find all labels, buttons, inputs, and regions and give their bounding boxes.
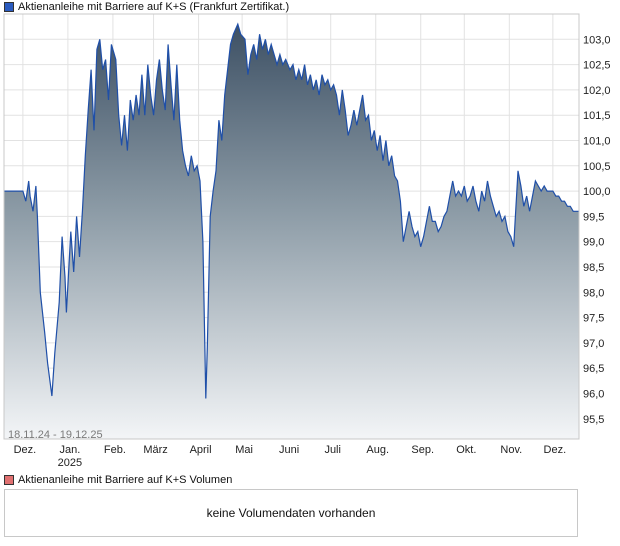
x-tick-year-label: 2025: [58, 457, 82, 469]
y-tick-label: 98,5: [583, 262, 604, 274]
x-tick-label: Nov.: [500, 444, 522, 456]
y-tick-label: 102,5: [583, 60, 611, 72]
x-tick-label: Sep.: [411, 444, 434, 456]
y-tick-label: 95,5: [583, 414, 604, 426]
y-tick-label: 103,0: [583, 34, 611, 46]
x-tick-label: Feb.: [104, 444, 126, 456]
x-tick-label: Dez.: [14, 444, 37, 456]
x-tick-label: Juli: [324, 444, 341, 456]
y-tick-label: 102,0: [583, 85, 611, 97]
x-tick-label: Okt.: [456, 444, 476, 456]
price-area: [4, 24, 579, 439]
y-tick-label: 97,5: [583, 313, 604, 325]
y-tick-label: 100,5: [583, 161, 611, 173]
x-tick-label: Aug.: [366, 444, 389, 456]
y-tick-label: 98,0: [583, 287, 604, 299]
plot-frame: [3, 13, 580, 440]
price-line: [4, 22, 579, 399]
x-axis: Dez. Jan.2025 Feb. März April Mai Juni Juli Aug.…: [14, 444, 567, 469]
volume-legend-label: Aktienanleihe mit Barriere auf K+S Volum…: [18, 474, 233, 486]
price-legend-label: Aktienanleihe mit Barriere auf K+S (Fran…: [18, 1, 290, 13]
y-tick-label: 99,5: [583, 211, 604, 223]
volume-legend: Aktienanleihe mit Barriere auf K+S Volum…: [4, 473, 232, 487]
y-tick-label: 97,0: [583, 338, 604, 350]
no-volume-message: keine Volumendaten vorhanden: [206, 506, 376, 520]
x-tick-label: Juni: [279, 444, 299, 456]
y-tick-label: 96,0: [583, 388, 604, 400]
x-tick-label: Dez.: [544, 444, 567, 456]
y-axis: 103,0 102,5 102,0 101,5 101,0 100,5 100,0 99,5 9…: [583, 34, 611, 425]
y-tick-label: 96,5: [583, 363, 604, 375]
x-tick-label: Mai: [235, 444, 253, 456]
y-tick-label: 99,0: [583, 237, 604, 249]
date-range-label: 18.11.24 - 19.12.25: [8, 429, 103, 441]
y-tick-label: 101,5: [583, 110, 611, 122]
y-tick-label: 100,0: [583, 186, 611, 198]
volume-legend-swatch: [4, 475, 14, 485]
x-tick-label: März: [143, 444, 167, 456]
volume-panel: keine Volumendaten vorhanden: [4, 489, 578, 537]
x-tick-label: April: [190, 444, 212, 456]
price-legend-swatch: [4, 2, 14, 12]
x-tick-label: Jan.: [59, 444, 80, 456]
y-tick-label: 101,0: [583, 135, 611, 147]
price-legend: Aktienanleihe mit Barriere auf K+S (Fran…: [4, 0, 289, 14]
